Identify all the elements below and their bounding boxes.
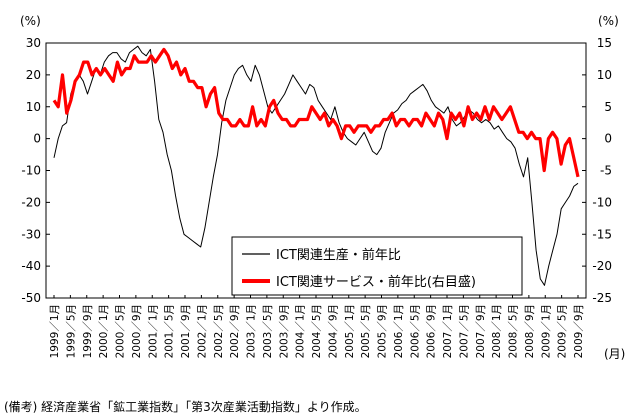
- x-tick-label: 2001／1月: [147, 304, 159, 358]
- x-tick-label: 2006／9月: [426, 304, 438, 358]
- series-line-service: [52, 47, 580, 178]
- left-axis: -50 -40 -30 -20 -10 0 10 20 30: [21, 36, 50, 305]
- x-tick-label: 2007／5月: [458, 304, 470, 358]
- x-tick-label: 2007／9月: [475, 304, 487, 358]
- left-tick-label: -40: [21, 259, 41, 273]
- x-tick-label: 2009／1月: [540, 304, 552, 358]
- left-tick-label: -50: [21, 291, 41, 305]
- x-tick-label: 2000／9月: [131, 304, 143, 358]
- right-tick-label: 15: [597, 36, 612, 50]
- x-tick-label: 2009／9月: [573, 304, 585, 358]
- right-axis: -25 -20 -15 -10 -5 0 5 10 15: [582, 36, 612, 305]
- x-tick-label: 1999／5月: [65, 304, 77, 358]
- x-tick-label: 2006／1月: [393, 304, 405, 358]
- legend: ICT関連生産・前年比 ICT関連サービス・前年比(右目盛): [231, 236, 523, 296]
- x-tick-label: 2008／9月: [524, 304, 536, 358]
- x-tick-label: 2003／9月: [278, 304, 290, 358]
- x-tick-label: 1999／9月: [82, 304, 94, 358]
- x-axis: 1999／1月 1999／5月 1999／9月 2000／1月 2000／5月 2000／…: [49, 295, 585, 358]
- x-tick-label: 2008／1月: [491, 304, 503, 358]
- legend-label-service: ICT関連サービス・前年比(右目盛): [276, 274, 476, 290]
- x-tick-label: 2001／5月: [164, 304, 176, 358]
- left-axis-unit: (%): [20, 14, 41, 28]
- legend-label-production: ICT関連生産・前年比: [276, 247, 401, 263]
- right-tick-label: -25: [592, 291, 612, 305]
- right-tick-label: 5: [604, 100, 612, 114]
- x-tick-label: 2005／9月: [377, 304, 389, 358]
- x-tick-label: 2004／1月: [295, 304, 307, 358]
- left-tick-label: -20: [21, 195, 41, 209]
- x-tick-label: 2003／5月: [262, 304, 274, 358]
- source-note: (備考) 経済産業省「鉱工業指数」「第3次産業活動指数」より作成。: [4, 400, 367, 414]
- left-tick-label: 30: [26, 36, 41, 50]
- right-tick-label: -20: [592, 259, 612, 273]
- right-tick-label: -15: [592, 227, 612, 241]
- x-tick-label: 2002／1月: [196, 304, 208, 358]
- x-axis-unit: (月): [604, 347, 625, 361]
- legend-box: [231, 236, 523, 296]
- x-tick-label: 2005／5月: [360, 304, 372, 358]
- right-tick-label: 0: [604, 132, 612, 146]
- x-tick-label: 2001／9月: [180, 304, 192, 358]
- x-tick-label: 2004／9月: [327, 304, 339, 358]
- right-tick-label: 10: [597, 68, 612, 82]
- series-layer: [52, 45, 580, 286]
- left-tick-label: 0: [33, 132, 41, 146]
- left-tick-label: -10: [21, 164, 41, 178]
- x-tick-label: 2009／5月: [557, 304, 569, 358]
- x-tick-label: 2002／5月: [213, 304, 225, 358]
- right-tick-label: -10: [592, 195, 612, 209]
- x-tick-label: 2003／1月: [246, 304, 258, 358]
- x-tick-label: 1999／1月: [49, 304, 61, 358]
- x-tick-label: 2000／1月: [98, 304, 110, 358]
- x-tick-label: 2004／5月: [311, 304, 323, 358]
- right-tick-label: -5: [600, 164, 612, 178]
- x-tick-label: 2008／5月: [508, 304, 520, 358]
- x-tick-label: 2006／5月: [409, 304, 421, 358]
- x-tick-label: 2002／9月: [229, 304, 241, 358]
- x-tick-label: 2007／1月: [442, 304, 454, 358]
- series-line-production: [53, 45, 579, 286]
- x-tick-label: 2000／5月: [115, 304, 127, 358]
- left-tick-label: 20: [26, 68, 41, 82]
- left-tick-label: 10: [26, 100, 41, 114]
- right-axis-unit: (%): [598, 14, 619, 28]
- x-tick-label: 2005／1月: [344, 304, 356, 358]
- left-tick-label: -30: [21, 227, 41, 241]
